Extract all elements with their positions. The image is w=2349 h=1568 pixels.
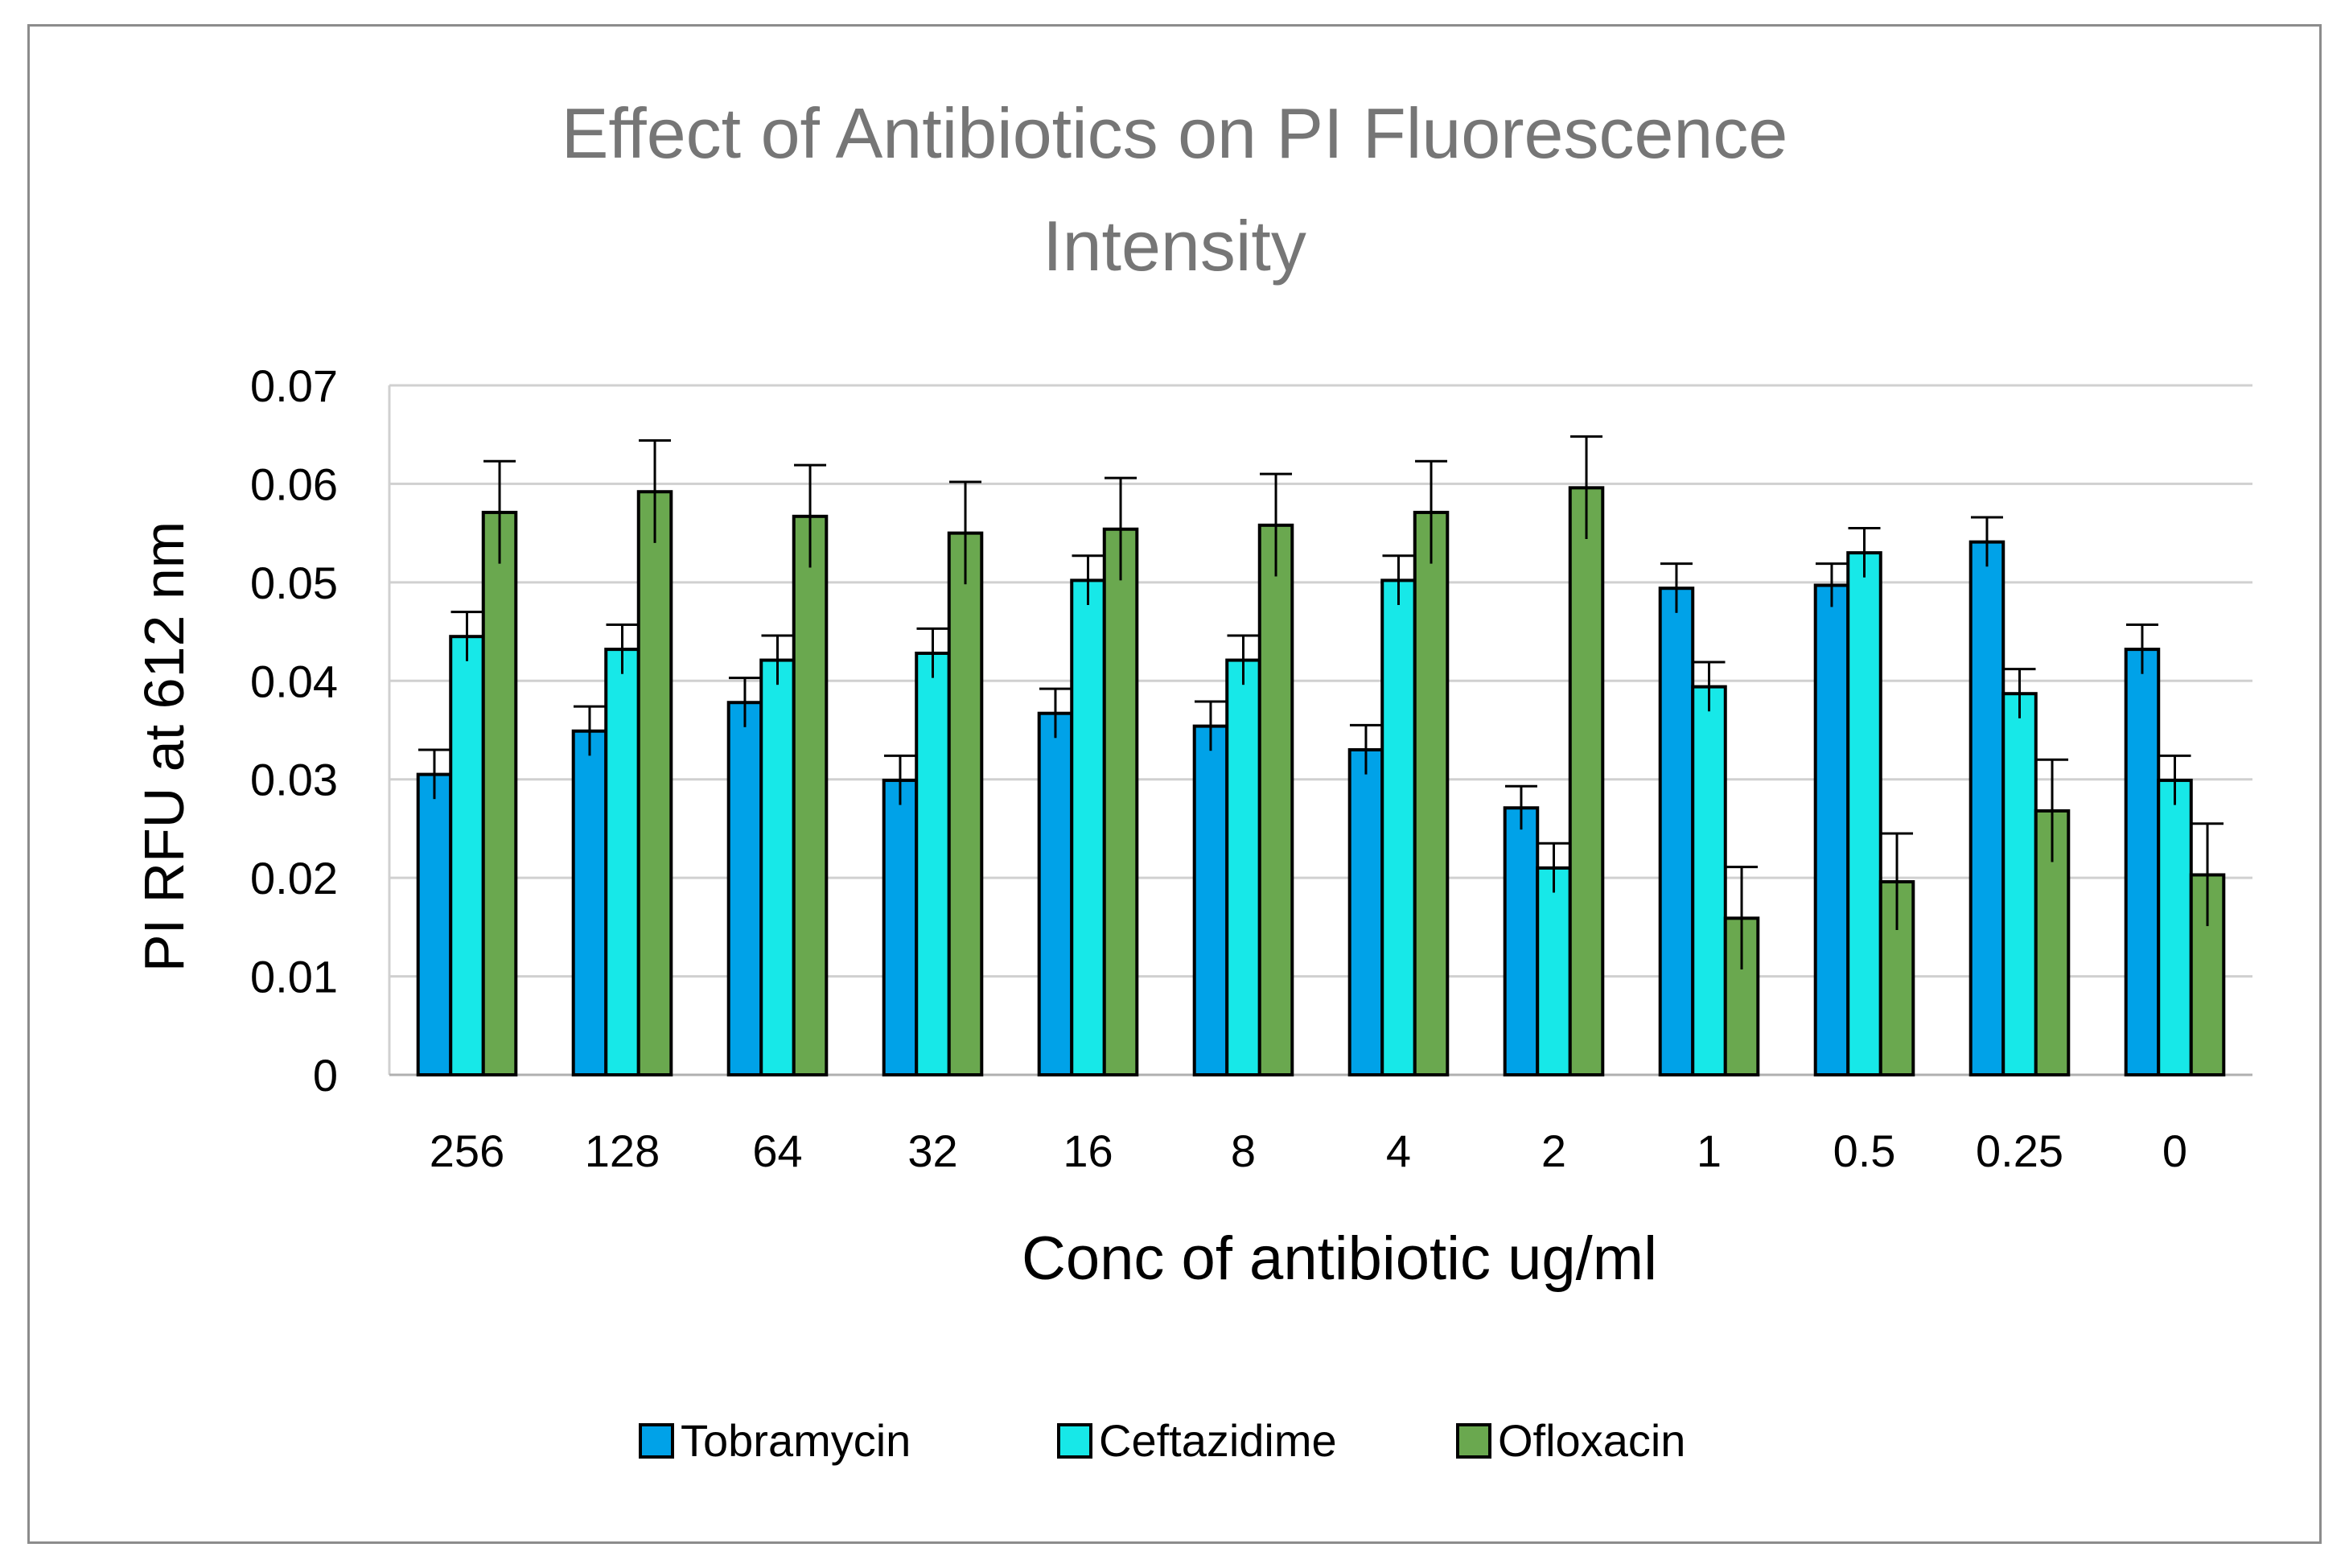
x-axis-label: Conc of antibiotic ug/ml [1022,1224,1657,1293]
x-tick-label: 2 [1541,1126,1566,1176]
chart-frame [27,24,2322,1544]
bar-tobramycin [1347,747,1384,1076]
legend-label-ceftazidime: Ceftazidime [1099,1415,1337,1466]
bar-tobramycin [1968,540,2005,1076]
gridlines [388,384,2252,1076]
legend-swatch-ceftazidime [1057,1423,1092,1459]
bar-ceftazidime [1225,658,1261,1076]
bar-ofloxacin [1413,510,1450,1076]
bar-tobramycin [571,729,608,1077]
chart-title-line-1: Effect of Antibiotics on PI Fluorescence [562,93,1788,173]
y-tick-label: 0.04 [250,656,338,706]
bar-tobramycin [882,778,919,1077]
bar-ceftazidime [759,658,796,1076]
x-tick-label: 128 [585,1126,660,1176]
bar-ofloxacin [947,531,984,1076]
bar-tobramycin [416,772,453,1076]
legend-label-tobramycin: Tobramycin [681,1415,911,1466]
legend-swatch-tobramycin [639,1423,674,1459]
bar-tobramycin [726,701,763,1076]
error-bars [418,435,2224,970]
y-tick-label: 0.03 [250,755,338,805]
x-tick-label: 16 [1063,1126,1113,1176]
y-tick-label: 0.02 [250,853,338,903]
x-axis-ticks: 256 128 64 32 16 8 4 2 1 0.5 0.25 0 [430,1126,2187,1176]
bar-ceftazidime [449,635,485,1076]
bar-tobramycin [2124,648,2161,1076]
x-tick-label: 8 [1231,1126,1256,1176]
bar-ceftazidime [604,648,640,1076]
x-tick-label: 4 [1386,1126,1411,1176]
x-tick-label: 256 [430,1126,504,1176]
bar-tobramycin [1192,724,1229,1076]
bar-tobramycin [1503,806,1540,1076]
bars [416,486,2226,1077]
bar-ofloxacin [792,514,829,1076]
bar-tobramycin [1813,583,1850,1076]
bar-ofloxacin [481,510,518,1076]
bar-tobramycin [1658,586,1695,1076]
bar-ceftazidime [1070,578,1106,1076]
bar-ofloxacin [1568,486,1605,1076]
bar-ceftazidime [1691,685,1727,1076]
y-tick-label: 0 [313,1050,338,1101]
bar-ceftazidime [2001,692,2038,1076]
y-tick-label: 0.07 [250,360,338,411]
y-axis-ticks: 0 0.01 0.02 0.03 0.04 0.05 0.06 0.07 [250,360,338,1101]
y-tick-label: 0.06 [250,459,338,509]
legend-swatch-ofloxacin [1456,1423,1491,1459]
x-tick-label: 0 [2162,1126,2187,1176]
x-tick-label: 0.25 [1976,1126,2063,1176]
y-tick-label: 0.05 [250,558,338,608]
x-tick-label: 0.5 [1833,1126,1896,1176]
legend-label-ofloxacin: Ofloxacin [1498,1415,1685,1466]
x-tick-label: 64 [752,1126,802,1176]
bar-ceftazidime [1536,866,1572,1077]
bar-ofloxacin [636,490,673,1076]
bar-ceftazidime [1846,551,1882,1076]
bar-tobramycin [1037,711,1074,1076]
bar-ceftazidime [1380,578,1417,1076]
x-tick-label: 1 [1697,1126,1722,1176]
y-axis-label: PI RFU at 612 nm [133,521,195,972]
bar-ofloxacin [1257,523,1294,1076]
x-tick-label: 32 [907,1126,957,1176]
bar-ceftazidime [915,652,951,1076]
bar-ceftazidime [2157,778,2193,1077]
y-tick-label: 0.01 [250,952,338,1002]
chart-title-line-2: Intensity [1043,206,1306,286]
legend: Tobramycin Ceftazidime Ofloxacin [639,1415,1685,1466]
bar-ofloxacin [1102,527,1139,1076]
